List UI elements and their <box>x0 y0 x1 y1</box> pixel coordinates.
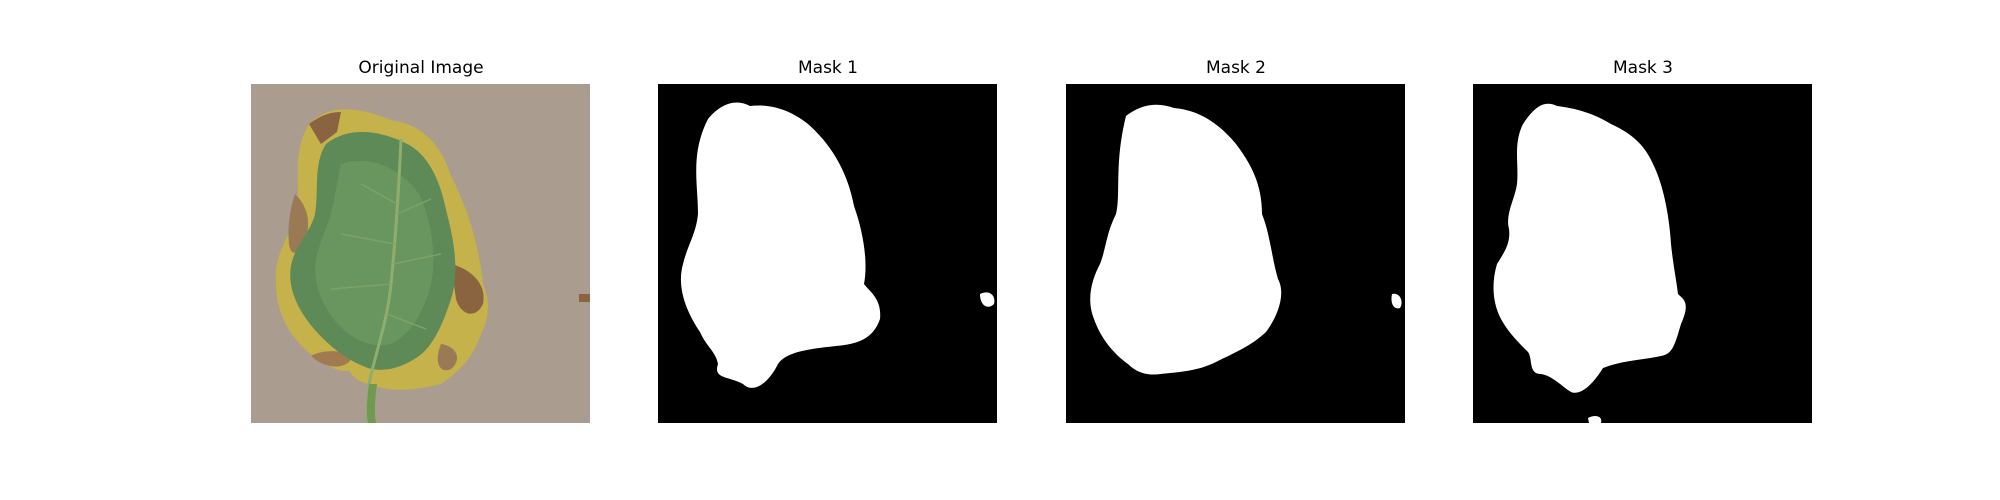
leaf-stem <box>366 384 377 423</box>
panel-title-mask-2: Mask 2 <box>1205 58 1266 78</box>
original-image <box>251 84 590 423</box>
panel-title-mask-3: Mask 3 <box>1612 58 1673 78</box>
mask-3-image <box>1473 84 1812 423</box>
mask-region <box>1493 103 1686 393</box>
mask-2-image <box>1066 84 1405 423</box>
mask-1-image <box>658 84 997 423</box>
panel-title-original: Original Image <box>358 58 484 78</box>
panel-title-mask-1: Mask 1 <box>797 58 858 78</box>
mask-region <box>680 102 881 388</box>
mask-region <box>1090 104 1282 375</box>
